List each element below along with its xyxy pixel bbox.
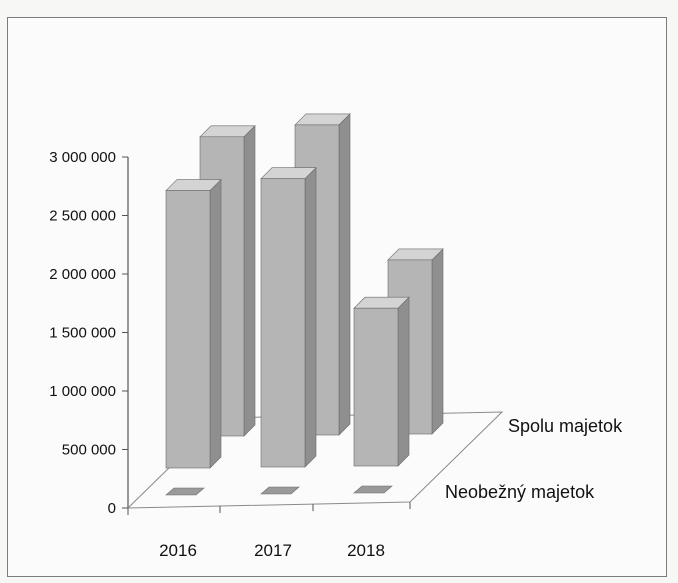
y-tick-label: 1 000 000 [49, 383, 116, 400]
y-axis-ticks: 0 500 000 1 000 000 1 500 000 2 000 000 2 500… [49, 149, 128, 517]
y-tick-label: 1 500 000 [49, 325, 116, 342]
bar-side [243, 125, 256, 437]
bar-spolu-2017 [294, 113, 351, 436]
bar-front [353, 307, 399, 467]
depth-axis-labels: Spolu majetok Neobežný majetok [445, 416, 623, 502]
y-tick-label: 2 500 000 [49, 208, 116, 225]
bar-front-tall-2016 [165, 178, 222, 469]
bar-side [338, 113, 351, 436]
x-axis-categories: 2016 2017 2018 [159, 541, 385, 560]
chart-bars [165, 113, 444, 496]
bar-front [165, 190, 211, 469]
x-category-label: 2017 [254, 541, 292, 560]
bar-neobežný-majetok-2017 [260, 486, 300, 495]
bar-front-tall-2018 [353, 296, 410, 467]
depth-label-neobezny: Neobežný majetok [445, 482, 595, 502]
bar-front [260, 178, 306, 468]
y-tick-label: 2 000 000 [49, 266, 116, 283]
x-category-label: 2016 [159, 541, 197, 560]
bar-side [209, 178, 222, 469]
bar-neobežný-majetok-2016 [165, 487, 205, 496]
y-tick-label: 0 [108, 500, 116, 517]
bar-neobežný-majetok-2018 [353, 485, 393, 494]
bar-side [431, 248, 444, 435]
depth-label-spolu: Spolu majetok [508, 416, 623, 436]
y-tick-label: 3 000 000 [49, 149, 116, 166]
y-tick-label: 500 000 [62, 442, 116, 459]
bar-side [304, 166, 317, 468]
bar-front-tall-2017 [260, 166, 317, 468]
bar-side [397, 296, 410, 467]
x-category-label: 2018 [347, 541, 385, 560]
